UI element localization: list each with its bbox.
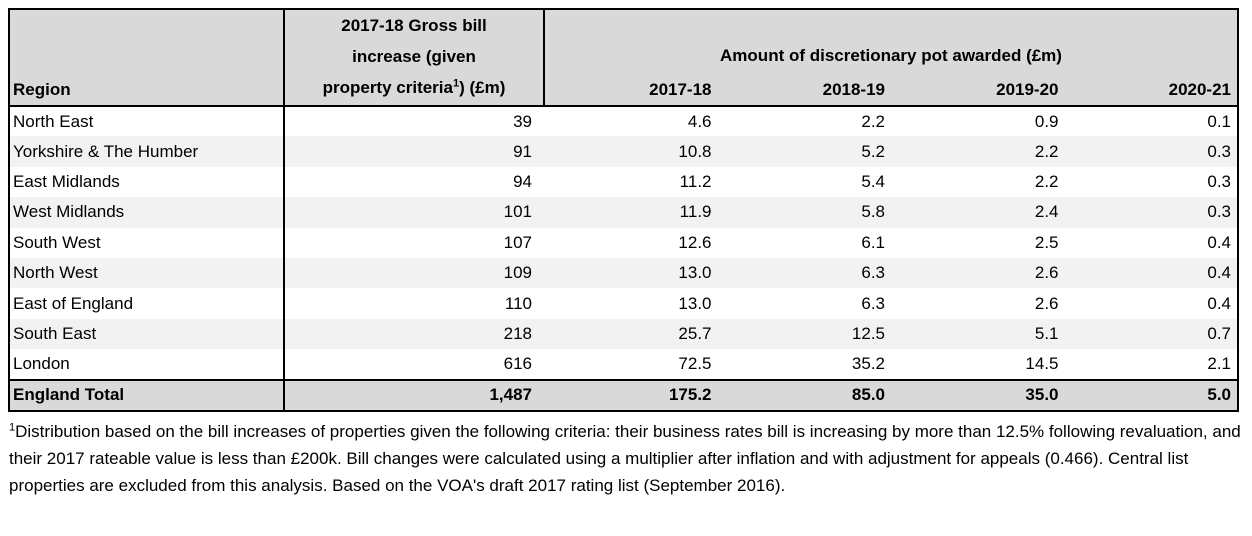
gross-bill-cell: 109 bbox=[503, 263, 532, 283]
pot-2018-19-cell: 6.3 bbox=[861, 263, 885, 283]
pot-2017-18-cell: 10.8 bbox=[678, 141, 712, 161]
year-column-header-2019-20: 2019-20 bbox=[891, 72, 1065, 107]
pot-2017-18-cell: 12.6 bbox=[678, 232, 712, 252]
table-row: London 616 72.5 35.2 14.5 2.1 bbox=[9, 349, 1238, 380]
table-row: East Midlands 94 11.2 5.4 2.2 0.3 bbox=[9, 166, 1238, 198]
table-row: Yorkshire & The Humber 91 10.8 5.2 2.2 0… bbox=[9, 136, 1238, 167]
gross-bill-cell: 94 bbox=[513, 171, 532, 191]
page: Region 2017-18 Gross bill increase (give… bbox=[8, 8, 1247, 499]
pot-2020-21-cell: 0.3 bbox=[1207, 202, 1231, 222]
table-header: Region 2017-18 Gross bill increase (give… bbox=[9, 9, 1238, 107]
total-2018-19-cell: 85.0 bbox=[717, 378, 891, 411]
pot-2018-19-cell: 35.2 bbox=[851, 353, 885, 373]
pot-2020-21-cell: 2.1 bbox=[1207, 353, 1231, 373]
region-column-header: Region bbox=[9, 9, 285, 107]
pot-2020-21-cell: 0.7 bbox=[1207, 323, 1231, 343]
pot-2019-20-cell: 5.1 bbox=[1034, 323, 1059, 343]
pot-2020-21-cell: 0.4 bbox=[1207, 293, 1231, 313]
gross-header-line2: increase (given bbox=[352, 47, 476, 66]
region-cell: North West bbox=[9, 257, 285, 289]
region-cell: London bbox=[9, 349, 285, 380]
table-row: South East 218 25.7 12.5 5.1 0.7 bbox=[9, 318, 1238, 350]
pot-2018-19-cell: 6.3 bbox=[861, 293, 885, 313]
pot-2018-19-cell: 2.2 bbox=[861, 111, 885, 131]
table-row: South West 107 12.6 6.1 2.5 0.4 bbox=[9, 227, 1238, 258]
region-cell: South East bbox=[9, 318, 285, 350]
region-cell: North East bbox=[9, 106, 285, 137]
gross-header-line3: property criteria1) (£m) bbox=[322, 77, 506, 97]
footnote: 1Distribution based on the bill increase… bbox=[9, 418, 1247, 499]
table-body: North East 39 4.6 2.2 0.9 0.1 Yorkshire … bbox=[9, 106, 1238, 411]
england-total-row: England Total 1,487 175.2 85.0 35.0 5.0 bbox=[9, 378, 1238, 411]
region-cell: East Midlands bbox=[9, 166, 285, 198]
pot-2019-20-cell: 2.4 bbox=[1034, 202, 1059, 222]
pot-2020-21-cell: 0.3 bbox=[1207, 141, 1231, 161]
gross-bill-cell: 39 bbox=[513, 111, 532, 131]
pot-2020-21-cell: 0.4 bbox=[1207, 263, 1231, 283]
gross-header-line1: 2017-18 Gross bill bbox=[341, 16, 487, 35]
pot-2020-21-cell: 0.4 bbox=[1207, 232, 1231, 252]
pot-2017-18-cell: 25.7 bbox=[678, 323, 712, 343]
region-cell: South West bbox=[9, 227, 285, 258]
gross-bill-cell: 107 bbox=[503, 232, 532, 252]
year-column-header-2020-21: 2020-21 bbox=[1064, 72, 1238, 107]
table-row: North West 109 13.0 6.3 2.6 0.4 bbox=[9, 257, 1238, 289]
pot-2019-20-cell: 2.2 bbox=[1034, 141, 1059, 161]
region-cell: Yorkshire & The Humber bbox=[9, 136, 285, 167]
footnote-marker: 1 bbox=[452, 77, 460, 90]
pot-2020-21-cell: 0.1 bbox=[1207, 111, 1231, 131]
table-row: West Midlands 101 11.9 5.8 2.4 0.3 bbox=[9, 197, 1238, 228]
table-row: East of England 110 13.0 6.3 2.6 0.4 bbox=[9, 288, 1238, 319]
pot-2019-20-cell: 2.6 bbox=[1034, 293, 1059, 313]
pot-2019-20-cell: 2.6 bbox=[1034, 263, 1059, 283]
footnote-superscript: 1 bbox=[9, 420, 16, 433]
pot-2019-20-cell: 2.2 bbox=[1034, 171, 1059, 191]
pot-awarded-group-header: Amount of discretionary pot awarded (£m) bbox=[544, 9, 1238, 73]
pot-2018-19-cell: 5.4 bbox=[861, 171, 885, 191]
pot-2017-18-cell: 72.5 bbox=[678, 353, 712, 373]
discretionary-pot-table: Region 2017-18 Gross bill increase (give… bbox=[8, 8, 1239, 412]
footnote-text: Distribution based on the bill increases… bbox=[9, 421, 1241, 495]
pot-2019-20-cell: 14.5 bbox=[1025, 353, 1059, 373]
pot-2018-19-cell: 5.8 bbox=[861, 202, 885, 222]
gross-bill-cell: 218 bbox=[503, 323, 532, 343]
pot-2017-18-cell: 11.2 bbox=[679, 171, 712, 191]
gross-bill-column-header: 2017-18 Gross bill increase (given prope… bbox=[284, 9, 545, 107]
total-2017-18-cell: 175.2 bbox=[544, 378, 718, 411]
year-column-header-2017-18: 2017-18 bbox=[544, 72, 718, 107]
gross-bill-cell: 101 bbox=[503, 202, 532, 222]
table-row: North East 39 4.6 2.2 0.9 0.1 bbox=[9, 106, 1238, 137]
pot-2019-20-cell: 2.5 bbox=[1034, 232, 1059, 252]
pot-2017-18-cell: 13.0 bbox=[678, 263, 712, 283]
pot-2018-19-cell: 12.5 bbox=[851, 323, 885, 343]
total-2019-20-cell: 35.0 bbox=[891, 378, 1065, 411]
pot-2020-21-cell: 0.3 bbox=[1207, 171, 1231, 191]
total-2020-21-cell: 5.0 bbox=[1064, 378, 1238, 411]
gross-bill-cell: 91 bbox=[513, 141, 532, 161]
pot-2018-19-cell: 5.2 bbox=[861, 141, 885, 161]
pot-2017-18-cell: 4.6 bbox=[687, 111, 712, 131]
year-column-header-2018-19: 2018-19 bbox=[717, 72, 891, 107]
total-gross-bill-cell: 1,487 bbox=[284, 378, 544, 411]
gross-bill-cell: 616 bbox=[503, 353, 532, 373]
pot-2018-19-cell: 6.1 bbox=[861, 232, 885, 252]
pot-2019-20-cell: 0.9 bbox=[1034, 111, 1059, 131]
region-cell: East of England bbox=[9, 288, 285, 319]
total-label-cell: England Total bbox=[9, 378, 285, 411]
pot-2017-18-cell: 13.0 bbox=[678, 293, 712, 313]
pot-2017-18-cell: 11.9 bbox=[679, 202, 712, 222]
gross-bill-cell: 110 bbox=[504, 293, 532, 313]
region-cell: West Midlands bbox=[9, 197, 285, 228]
